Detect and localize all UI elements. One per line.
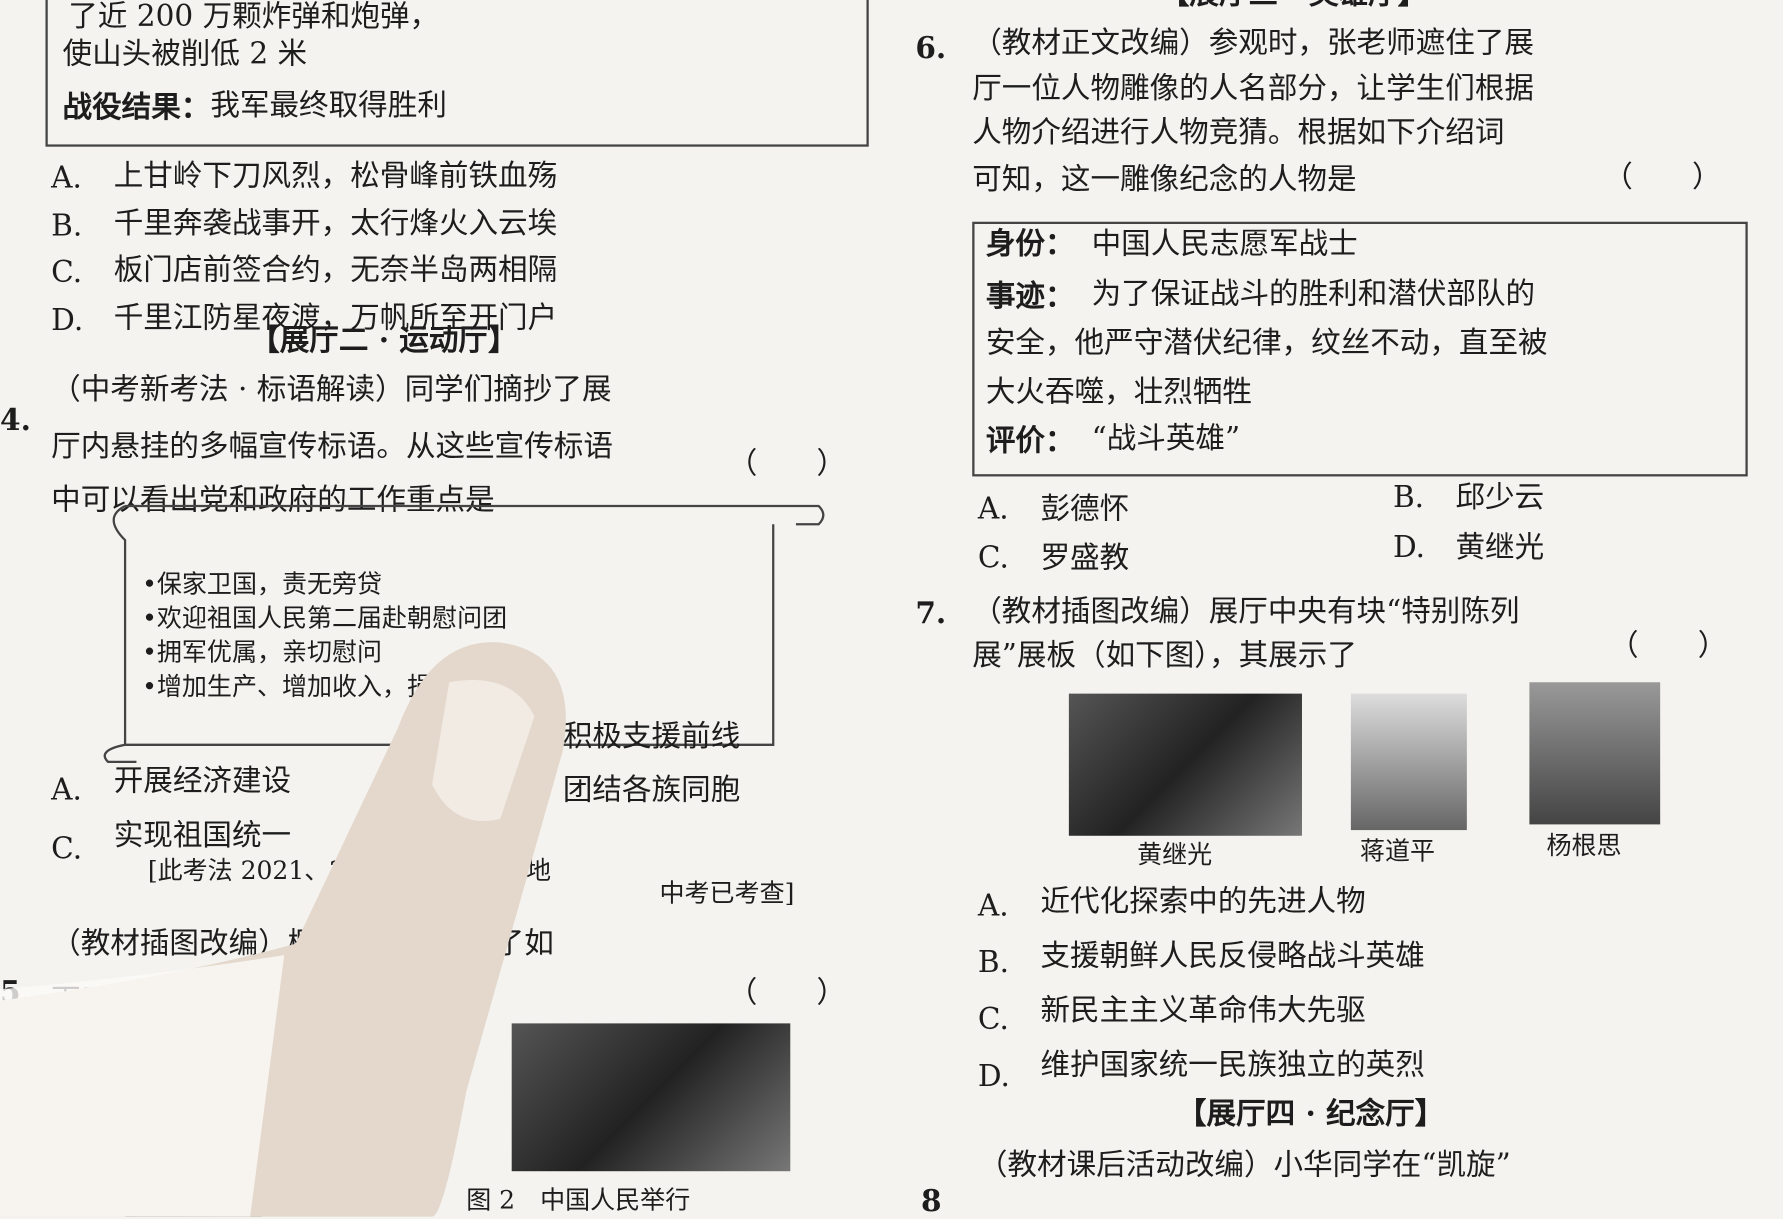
option-text: 千里江防星夜渡，万帆所至开门户 — [113, 301, 558, 336]
option-text: 近代化探索中的先进人物 — [1040, 884, 1366, 919]
question-line: 中可以看出党和政府的工作重点是 — [51, 483, 495, 518]
option-letter: A. — [51, 161, 82, 196]
answer-bracket: （ ） — [727, 975, 847, 1010]
option-text: 邱少云 — [1455, 480, 1545, 516]
option-letter: D. — [1392, 531, 1425, 566]
option-letter: A. — [51, 773, 82, 808]
question-line: （教材课后活动改编）小华同学在“凯旋” — [977, 1148, 1511, 1183]
option-letter: C. — [51, 832, 83, 867]
option-letter: A. — [977, 889, 1009, 924]
label: 身份： — [985, 227, 1075, 262]
option-text: 实现祖国统一 — [113, 818, 292, 853]
question-line: 展”展板（如下图），其展示了 — [972, 639, 1357, 674]
figure-caption: 图 2 中国人民举行 — [466, 1187, 691, 1216]
answer-bracket: （ ） — [1608, 628, 1728, 663]
option-text: 团结各族同胞 — [562, 773, 741, 808]
glare — [0, 955, 285, 1217]
option-letter: C. — [977, 1002, 1009, 1038]
note: 中考已考查] — [659, 880, 795, 909]
text-line: 使山头被削低 2 米 — [62, 37, 308, 72]
option-text: 新民主主义革命伟大先驱 — [1040, 993, 1366, 1028]
slogan: •欢迎祖国人民第二届赴朝慰问团 — [142, 604, 508, 634]
slogan: •拥军优属，亲切慰问 — [142, 639, 383, 668]
question-number: 6. — [915, 31, 947, 66]
option-text: 千里奔袭战事开，太行烽火入云埃 — [113, 206, 558, 242]
intro-box — [972, 221, 1748, 477]
finger-overlay — [0, 642, 566, 1217]
text-line: 我军最终取得胜利 — [210, 88, 447, 123]
question-line: 厅一位人物雕像的人名部分，让学生们根据 — [972, 71, 1534, 106]
photo — [1529, 682, 1661, 825]
option-text: 积极支援前线 — [562, 719, 741, 754]
option-letter: B. — [51, 209, 83, 244]
slogan: •保家卫国，责无旁贷 — [142, 570, 383, 600]
option-letter: C. — [51, 255, 83, 290]
option-text: 板门店前签合约，无奈半岛两相隔 — [113, 253, 558, 288]
option-letter: D. — [51, 303, 84, 338]
label: 战役结果： — [62, 90, 211, 126]
text-line: 大火吞噬，壮烈牺牲 — [985, 375, 1252, 410]
option-text: 黄继光 — [1455, 531, 1545, 566]
option-text: 开展经济建设 — [113, 764, 292, 799]
question-number: 4. — [0, 403, 31, 438]
question-number: 8 — [921, 1184, 942, 1219]
option-letter: B. — [1392, 480, 1425, 516]
option-letter: D. — [977, 1059, 1010, 1094]
photo-caption: 蒋道平 — [1359, 838, 1436, 867]
option-text: 维护国家统一民族独立的英烈 — [1040, 1048, 1425, 1083]
section-heading: 【展厅三 · 英雄厅】 — [1160, 0, 1427, 11]
section-heading: 【展厅二 · 运动厅】 — [250, 324, 518, 359]
label: 评价： — [985, 424, 1075, 459]
option-letter: A. — [977, 492, 1009, 527]
option-text: 支援朝鲜人民反侵略战斗英雄 — [1040, 939, 1425, 974]
fingernail — [432, 679, 535, 821]
photo — [1068, 693, 1302, 836]
photo-caption: 黄继光 — [1137, 841, 1213, 870]
question-number: 7. — [915, 596, 947, 632]
scroll-outline — [112, 504, 825, 746]
text-line: 为了保证战斗的胜利和潜伏部队的 — [1091, 277, 1536, 312]
photo — [511, 1023, 791, 1172]
section-heading: 【展厅四 · 纪念厅】 — [1176, 1097, 1445, 1132]
question-line: 人物介绍进行人物竞猜。根据如下介绍词 — [972, 115, 1505, 151]
question-line: （中考新考法 · 标语解读）同学们摘抄了展 — [51, 372, 612, 408]
scroll-frame — [103, 504, 825, 763]
option-letter: B. — [977, 946, 1010, 981]
question-line: 厅内悬挂的多幅宣传标语。从这些宣传标语 — [51, 429, 613, 464]
option-letter: C. — [977, 541, 1009, 576]
text-line: 中国人民志愿军战士 — [1091, 227, 1358, 262]
answer-bracket: （ ） — [727, 446, 847, 481]
text-line: 了近 200 万颗炸弹和炮弹， — [68, 0, 440, 35]
option-text: 彭德怀 — [1040, 492, 1130, 527]
scroll-curl — [103, 743, 137, 763]
info-box — [45, 0, 869, 147]
option-text: 罗盛教 — [1040, 541, 1130, 576]
photo-caption: 杨根思 — [1546, 832, 1622, 861]
label: 事迹： — [985, 279, 1075, 314]
text-line: “战斗英雄” — [1091, 421, 1241, 456]
answer-bracket: （ ） — [1603, 160, 1722, 195]
question-line: （教材正文改编）参观时，张老师遮住了展 — [972, 26, 1534, 61]
photo — [1350, 693, 1467, 831]
text-line: 安全，他严守潜伏纪律，纹丝不动，直至被 — [985, 326, 1548, 361]
question-line: 可知，这一雕像纪念的人物是 — [972, 162, 1357, 197]
option-text: 上甘岭下刀风烈，松骨峰前铁血殇 — [113, 159, 558, 194]
question-line: （教材插图改编）展厅中央有块“特别陈列 — [972, 594, 1520, 629]
